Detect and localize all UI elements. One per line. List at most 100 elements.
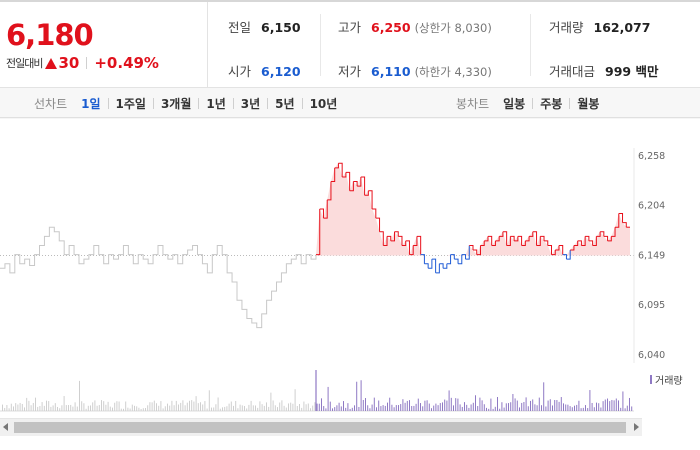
high-metric: 고가 6,250 (상한가 8,030) <box>338 17 492 36</box>
volume-bar <box>186 402 188 411</box>
today-series-segment <box>532 231 538 246</box>
volume-bar <box>263 405 265 411</box>
today-series-segment <box>566 250 571 260</box>
volume-bar <box>230 401 232 411</box>
volume-bar <box>365 398 366 411</box>
volume-bar <box>109 406 111 411</box>
scroll-right-icon[interactable] <box>634 423 639 431</box>
tab-10year[interactable]: 10년 <box>309 96 338 111</box>
volume-bar <box>237 408 239 411</box>
price-chart-svg: 6,258 6,204 6,149 6,095 6,040 <box>0 118 700 412</box>
volume-bar <box>13 406 14 411</box>
volume-bar <box>345 407 347 411</box>
volume-bar <box>521 402 523 411</box>
today-series-segment <box>349 181 354 192</box>
volume-bar <box>494 406 496 411</box>
volume-bar <box>620 407 622 411</box>
today-series-segment <box>387 235 392 241</box>
volume-bar <box>589 390 591 411</box>
volume-bar <box>409 400 410 411</box>
today-series-segment <box>330 167 336 183</box>
volume-bar <box>169 405 171 411</box>
tab-monthly-candle[interactable]: 월봉 <box>577 96 600 111</box>
volume-bar <box>481 400 483 411</box>
volume-bar <box>466 404 468 411</box>
volume-bar <box>593 407 595 411</box>
today-series-segment <box>323 199 328 219</box>
volume-bar <box>107 401 109 411</box>
volume-bar <box>323 406 325 411</box>
volume-bar <box>81 401 83 411</box>
amount-metric: 거래대금 999 백만 <box>549 61 658 80</box>
intraday-chart: 6,258 6,204 6,149 6,095 6,040 거래량 <box>0 118 700 450</box>
tab-weekly-candle[interactable]: 주봉 <box>540 96 563 111</box>
volume-bar <box>373 397 375 411</box>
volume-bar <box>167 403 168 411</box>
volume-bar <box>162 408 164 411</box>
volume-bar <box>367 405 369 411</box>
tab-1year[interactable]: 1년 <box>206 96 226 111</box>
volume-bar <box>219 408 221 411</box>
volume-bar <box>391 404 393 411</box>
prev-close-label: 전일 <box>228 20 252 35</box>
today-series-segment <box>401 240 407 246</box>
today-series-segment <box>327 181 332 201</box>
volume-bar <box>446 400 448 411</box>
today-series-segment <box>458 254 463 265</box>
volume-bar <box>283 405 285 411</box>
volume-bar <box>525 397 527 411</box>
tab-1week[interactable]: 1주일 <box>115 96 146 111</box>
volume-bar <box>98 405 100 411</box>
scroll-left-icon[interactable] <box>3 423 8 431</box>
volume-bar <box>19 402 21 411</box>
tab-3month[interactable]: 3개월 <box>160 96 192 111</box>
tab-5year[interactable]: 5년 <box>275 96 295 111</box>
volume-bar <box>244 406 245 411</box>
today-series-segment <box>342 172 347 178</box>
volume-bar <box>68 405 69 411</box>
volume-bar <box>226 406 228 411</box>
metric-divider <box>530 14 531 76</box>
today-series-segment <box>420 254 425 264</box>
scrollbar-thumb[interactable] <box>14 422 626 433</box>
today-series-segment <box>603 235 609 241</box>
volume-bar <box>112 407 113 411</box>
today-series-segment <box>573 240 579 246</box>
tab-3year[interactable]: 3년 <box>240 96 261 111</box>
today-series-segment <box>514 236 519 242</box>
volume-bar <box>343 401 344 411</box>
today-series-segment <box>450 254 455 260</box>
today-series-segment <box>592 236 597 246</box>
today-series-segment <box>409 245 414 256</box>
volume-bar <box>281 400 283 411</box>
today-series-segment <box>473 249 478 255</box>
volume-bar <box>57 406 58 411</box>
horizontal-scrollbar[interactable] <box>0 418 642 436</box>
volume-bar <box>448 390 450 411</box>
tab-1day[interactable]: 1일 <box>81 96 101 111</box>
volume-bar <box>349 408 351 411</box>
tab-divider <box>532 97 534 109</box>
today-series-segment <box>611 227 616 237</box>
change-label: 전일대비 <box>6 57 43 70</box>
volume-bar <box>151 402 153 411</box>
volume-bar <box>114 402 116 411</box>
volume-bar <box>516 400 518 411</box>
tab-daily-candle[interactable]: 일봉 <box>503 96 526 111</box>
volume-bar <box>195 396 197 411</box>
volume-bar <box>336 405 338 411</box>
volume-bar <box>61 405 63 411</box>
volume-bar <box>587 408 589 411</box>
today-series-segment <box>439 263 444 269</box>
volume-bar <box>371 404 373 411</box>
volume-bar <box>501 402 503 411</box>
volume-bar <box>596 402 597 411</box>
volume-bar <box>4 407 6 411</box>
volume-bar <box>290 402 292 411</box>
volume-bar <box>497 397 498 411</box>
volume-bar <box>402 399 404 411</box>
volume-bar <box>74 402 76 411</box>
volume-bar <box>384 405 386 411</box>
volume-bar <box>2 404 3 411</box>
volume-bar <box>52 405 54 411</box>
